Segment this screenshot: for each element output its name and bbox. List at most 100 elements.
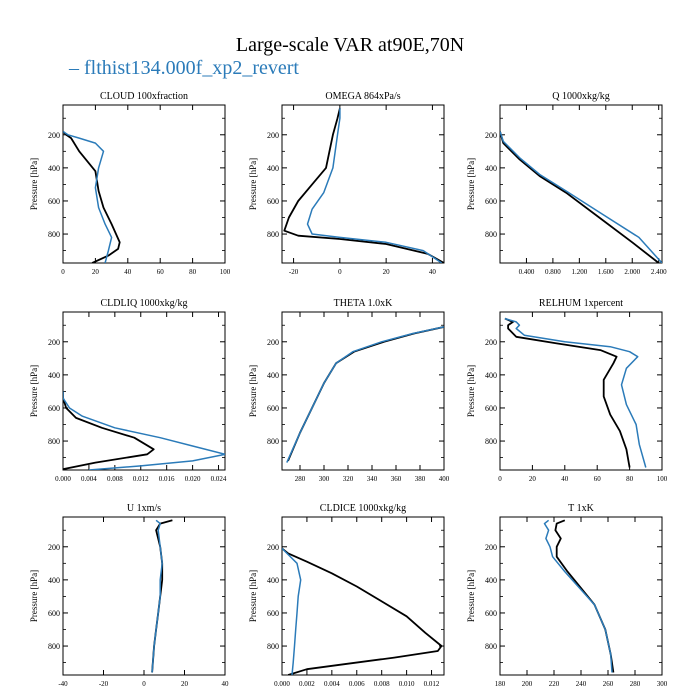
x-tick-label: 0.010	[399, 680, 415, 688]
x-tick-label: 400	[439, 475, 450, 483]
x-tick-label: 220	[549, 680, 560, 688]
x-tick-label: 240	[576, 680, 587, 688]
series-line-test	[306, 108, 443, 263]
x-tick-label: -40	[58, 680, 68, 688]
series-line-control	[283, 108, 444, 263]
legend-dash: –	[69, 57, 84, 79]
x-tick-label: 200	[522, 680, 533, 688]
y-axis-label: Pressure [hPa]	[248, 365, 258, 417]
y-tick-label: 400	[48, 164, 60, 173]
y-tick-label: 800	[267, 230, 279, 239]
y-axis-label: Pressure [hPa]	[248, 158, 258, 210]
x-tick-label: 40	[124, 268, 132, 276]
y-tick-label: 800	[485, 437, 497, 446]
x-tick-label: 0.008	[107, 475, 123, 483]
x-tick-label: -20	[289, 268, 299, 276]
chart-panel: Q 1000xkg/kg Pressure [hPa] 200 400 600 800 0.…	[466, 91, 667, 276]
y-tick-label: 400	[485, 576, 497, 585]
y-tick-label: 200	[267, 131, 279, 140]
x-tick-label: 100	[657, 475, 668, 483]
chart-title: T 1xK	[568, 503, 594, 514]
y-tick-label: 800	[48, 437, 60, 446]
y-tick-label: 600	[267, 404, 279, 413]
y-tick-label: 400	[485, 164, 497, 173]
chart-title: THETA 1.0xK	[334, 298, 393, 309]
x-tick-label: 0.004	[81, 475, 97, 483]
x-tick-label: 0.012	[424, 680, 440, 688]
plot-frame	[499, 311, 663, 471]
x-tick-label: 20	[383, 268, 391, 276]
x-tick-label: 360	[391, 475, 402, 483]
x-tick-label: 1.200	[571, 268, 587, 276]
y-axis-label: Pressure [hPa]	[29, 570, 39, 622]
series-line-test	[63, 130, 113, 263]
chart-panel: U 1xm/s Pressure [hPa] 200 400 600 800 -40 -20 0…	[29, 503, 229, 688]
y-tick-label: 800	[48, 230, 60, 239]
y-tick-label: 400	[267, 576, 279, 585]
x-tick-label: 0.800	[545, 268, 561, 276]
plot-frame	[281, 104, 445, 264]
y-tick-label: 400	[267, 371, 279, 380]
x-tick-label: 300	[319, 475, 330, 483]
x-tick-label: 0	[338, 268, 342, 276]
series-line-test	[543, 519, 613, 673]
y-tick-label: 200	[48, 338, 60, 347]
x-tick-label: -20	[99, 680, 109, 688]
x-tick-label: 0	[142, 680, 146, 688]
plot-frame	[62, 311, 226, 471]
y-tick-label: 400	[48, 371, 60, 380]
x-tick-label: 0.012	[133, 475, 149, 483]
x-tick-label: 380	[415, 475, 426, 483]
chart-title: CLOUD 100xfraction	[100, 91, 188, 102]
plot-frame	[281, 516, 445, 676]
x-tick-label: 0.000	[55, 475, 71, 483]
y-tick-label: 200	[267, 338, 279, 347]
x-tick-label: 180	[495, 680, 506, 688]
chart-title: RELHUM 1xpercent	[539, 298, 623, 309]
chart-panel: CLDICE 1000xkg/kg Pressure [hPa] 200 400 600…	[248, 503, 445, 688]
x-tick-label: 0.000	[274, 680, 290, 688]
series-line-control	[151, 519, 173, 673]
y-tick-label: 200	[267, 543, 279, 552]
series-line-test	[282, 547, 302, 675]
x-tick-label: 0	[61, 268, 65, 276]
x-tick-label: 2.400	[651, 268, 667, 276]
x-tick-label: 20	[529, 475, 537, 483]
chart-panel: T 1xK Pressure [hPa] 200 400 600 800 180 200 220…	[466, 503, 668, 688]
chart-title: Q 1000xkg/kg	[552, 91, 610, 102]
figure-title: Large-scale VAR at90E,70N	[235, 34, 465, 56]
series-line-control	[63, 391, 155, 470]
x-tick-label: 60	[157, 268, 165, 276]
y-axis-label: Pressure [hPa]	[29, 158, 39, 210]
y-tick-label: 600	[267, 609, 279, 618]
x-tick-label: 0.024	[211, 475, 227, 483]
y-tick-label: 200	[48, 543, 60, 552]
plot-frame	[281, 311, 445, 471]
x-tick-label: 60	[594, 475, 602, 483]
series-line-test	[500, 131, 662, 263]
y-tick-label: 200	[485, 543, 497, 552]
x-tick-label: 40	[222, 680, 230, 688]
y-tick-label: 200	[48, 131, 60, 140]
x-tick-label: 0.008	[374, 680, 390, 688]
plot-frame	[62, 104, 226, 264]
series-line-test	[286, 326, 444, 463]
chart-title: U 1xm/s	[127, 503, 161, 514]
y-tick-label: 600	[485, 609, 497, 618]
y-tick-label: 600	[485, 197, 497, 206]
y-tick-label: 200	[485, 338, 497, 347]
y-axis-label: Pressure [hPa]	[248, 570, 258, 622]
y-tick-label: 600	[485, 404, 497, 413]
y-axis-label: Pressure [hPa]	[466, 365, 476, 417]
chart-title: CLDICE 1000xkg/kg	[320, 503, 406, 514]
series-line-test	[151, 519, 163, 673]
y-tick-label: 800	[267, 642, 279, 651]
x-tick-label: 0.016	[159, 475, 175, 483]
series-line-control	[504, 317, 631, 468]
x-tick-label: 340	[367, 475, 378, 483]
y-axis-label: Pressure [hPa]	[466, 158, 476, 210]
